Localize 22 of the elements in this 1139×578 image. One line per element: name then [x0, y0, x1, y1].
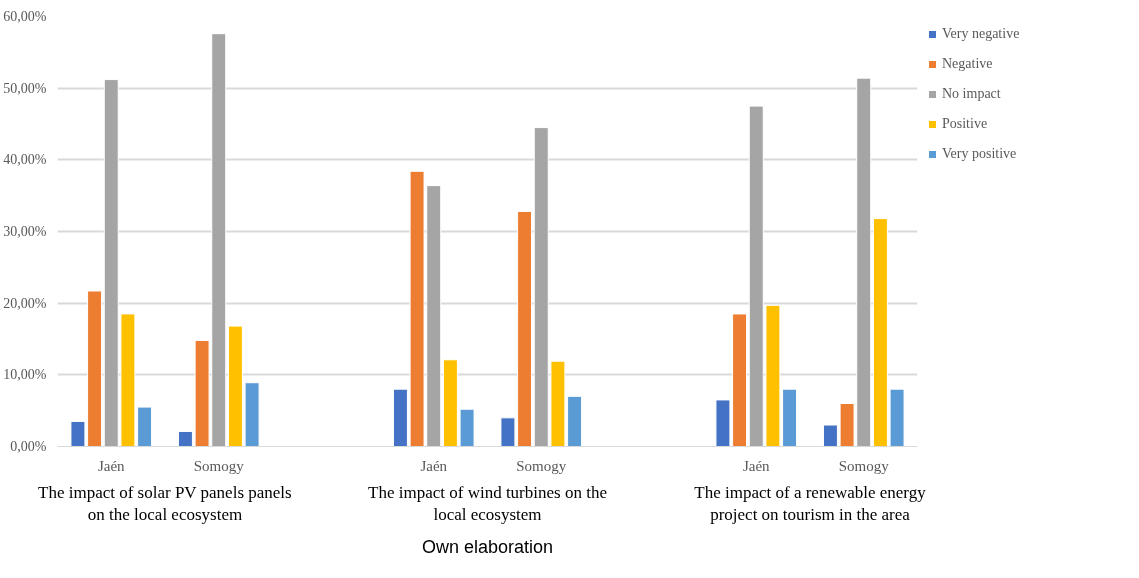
x-tick-label: Jaén	[420, 457, 448, 474]
legend-label: Positive	[942, 116, 988, 132]
y-tick-label: 50,00%	[3, 80, 47, 96]
x-tick-label: Jaén	[97, 457, 126, 474]
y-tick-label: 10,00%	[3, 367, 47, 383]
legend-label: Very positive	[942, 146, 1017, 162]
y-tick-label: 40,00%	[3, 152, 47, 168]
x-tick-label: Somogy	[193, 457, 245, 474]
legend-label: Negative	[942, 56, 993, 72]
text: The impact of a renewable energy project on tourism in the area	[694, 482, 927, 525]
y-tick-label: 20,00%	[3, 295, 47, 311]
text: The impact of solar PV panels panels on the local ecosystem	[38, 482, 292, 525]
y-tick-label: 0,00%	[10, 439, 47, 454]
x-tick-label: Somogy	[838, 457, 890, 474]
x-tick-label: Jaén	[742, 457, 771, 474]
x-tick-label: Somogy	[516, 457, 567, 474]
legend-label: Very negative	[942, 26, 1020, 42]
y-tick-label: 60,00%	[3, 9, 47, 24]
text: The impact of wind turbines on the local ecosystem	[368, 482, 607, 525]
y-tick-label: 30,00%	[3, 224, 47, 239]
legend-label: No impact	[942, 86, 1001, 102]
text: Own elaboration	[421, 536, 554, 557]
